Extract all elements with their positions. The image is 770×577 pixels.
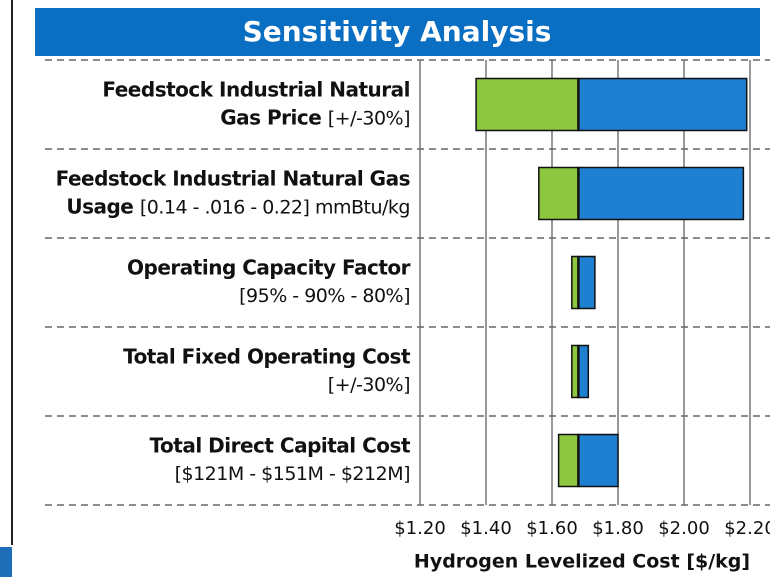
x-tick-label: $1.60 [526, 518, 578, 539]
bar-segment [577, 433, 619, 488]
category-name: Total Fixed Operating Cost [123, 344, 411, 368]
category-name: Usage [66, 194, 133, 218]
chart-title: Sensitivity Analysis [243, 15, 552, 48]
bar-segment [475, 77, 580, 132]
category-note: [95% - 90% - 80%] [239, 285, 410, 307]
category-label: Total Direct Capital Cost [150, 433, 411, 457]
x-tick-label: $1.20 [394, 518, 446, 539]
bar-segment [577, 344, 590, 399]
category-name: Operating Capacity Factor [127, 255, 411, 279]
bar-segment [557, 433, 580, 488]
category-note: [+/-30%] [328, 107, 410, 129]
x-tick-label: $1.80 [592, 518, 644, 539]
bar-segment [577, 77, 748, 132]
x-tick-label: $2.20 [724, 518, 770, 539]
x-axis-label: Hydrogen Levelized Cost [$/kg] [414, 551, 750, 573]
bar-segment [577, 166, 745, 221]
category-label: Feedstock Industrial Natural [102, 77, 410, 101]
category-note: [$121M - $151M - $212M] [175, 463, 410, 485]
bar-segment [577, 255, 596, 310]
left-panel-edge [0, 547, 12, 577]
bar-segment [538, 166, 580, 221]
category-label: Operating Capacity Factor [127, 255, 411, 279]
category-name: Feedstock Industrial Natural [102, 77, 410, 101]
category-label: Gas Price [+/-30%] [220, 105, 410, 129]
category-name: Feedstock Industrial Natural Gas [56, 166, 410, 190]
category-name: Gas Price [220, 105, 321, 129]
category-label: Usage [0.14 - .016 - 0.22] mmBtu/kg [66, 194, 410, 218]
x-tick-label: $2.00 [658, 518, 710, 539]
x-tick-label: $1.40 [460, 518, 512, 539]
title-banner [35, 8, 760, 56]
category-label: Total Fixed Operating Cost [123, 344, 411, 368]
category-label: Feedstock Industrial Natural Gas [56, 166, 410, 190]
category-note: [+/-30%] [328, 374, 410, 396]
category-note: [0.14 - .016 - 0.22] mmBtu/kg [140, 196, 410, 218]
category-name: Total Direct Capital Cost [150, 433, 411, 457]
